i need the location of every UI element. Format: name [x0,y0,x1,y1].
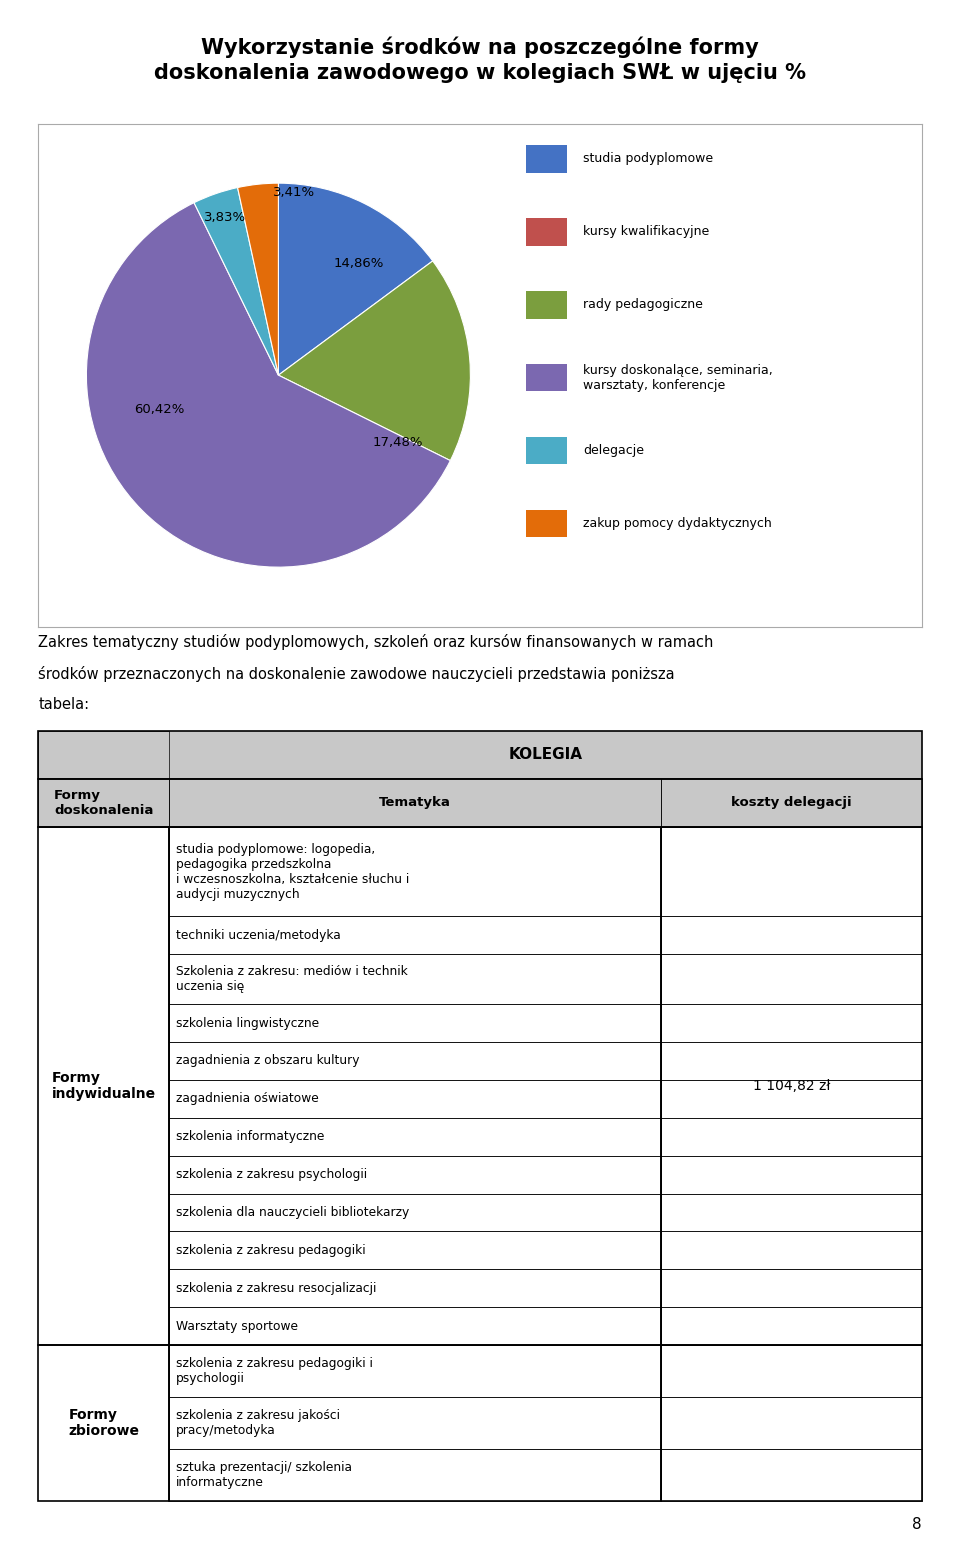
Bar [38,778,169,826]
Bar [38,1344,169,1501]
Bar [169,732,922,778]
Text: KOLEGIA: KOLEGIA [509,747,583,763]
Bar [526,145,566,173]
Wedge shape [237,183,278,376]
Bar [661,916,922,954]
Wedge shape [86,203,450,568]
Text: Formy
doskonalenia: Formy doskonalenia [54,789,154,817]
Bar [169,1307,661,1344]
Bar [169,1080,661,1118]
Bar [526,218,566,246]
Wedge shape [194,187,278,376]
Text: zakup pomocy dydaktycznych: zakup pomocy dydaktycznych [583,517,772,531]
Text: Szkolenia z zakresu: mediów i technik
uczenia się: Szkolenia z zakresu: mediów i technik uc… [177,965,408,993]
Wedge shape [278,261,470,461]
Text: sztuka prezentacji/ szkolenia
informatyczne: sztuka prezentacji/ szkolenia informatyc… [177,1460,352,1488]
Text: zagadnienia z obszaru kultury: zagadnienia z obszaru kultury [177,1055,360,1067]
Bar [169,1397,661,1448]
Wedge shape [278,183,433,376]
Bar [169,1193,661,1231]
Text: 3,83%: 3,83% [204,212,246,224]
Text: rady pedagogiczne: rady pedagogiczne [583,299,703,311]
Text: środków przeznaczonych na doskonalenie zawodowe nauczycieli przedstawia poniższa: środków przeznaczonych na doskonalenie z… [38,665,675,682]
Text: szkolenia z zakresu resocjalizacji: szkolenia z zakresu resocjalizacji [177,1282,376,1295]
Bar [526,436,566,464]
Bar [526,509,566,537]
Text: szkolenia z zakresu psychologii: szkolenia z zakresu psychologii [177,1168,368,1180]
Bar [169,916,661,954]
Bar [661,778,922,826]
Bar [169,1118,661,1156]
Text: 17,48%: 17,48% [372,436,422,449]
Bar [661,826,922,1344]
Bar [661,954,922,1004]
Text: Wykorzystanie środków na poszczególne formy
doskonalenia zawodowego w kolegiach : Wykorzystanie środków na poszczególne fo… [154,37,806,84]
Bar [169,1156,661,1193]
Bar [661,1344,922,1397]
Bar [169,1448,661,1501]
Bar [661,1004,922,1043]
Bar [661,1080,922,1118]
Text: kursy doskonalące, seminaria,
warsztaty, konferencje: kursy doskonalące, seminaria, warsztaty,… [583,364,773,391]
Text: Tematyka: Tematyka [379,797,451,809]
Bar [169,826,661,1344]
Text: Warsztaty sportowe: Warsztaty sportowe [177,1320,299,1332]
Bar [661,1307,922,1344]
Bar [169,1231,661,1269]
Text: 3,41%: 3,41% [273,186,315,200]
Bar [38,732,169,778]
Text: 14,86%: 14,86% [334,257,384,271]
Bar [169,826,661,916]
Text: 8: 8 [912,1516,922,1532]
Text: szkolenia z zakresu jakości
pracy/metodyka: szkolenia z zakresu jakości pracy/metody… [177,1409,340,1437]
Text: szkolenia informatyczne: szkolenia informatyczne [177,1131,324,1143]
Text: szkolenia dla nauczycieli bibliotekarzy: szkolenia dla nauczycieli bibliotekarzy [177,1207,409,1219]
Text: Zakres tematyczny studiów podyplomowych, szkoleń oraz kursów finansowanych w ram: Zakres tematyczny studiów podyplomowych,… [38,634,714,650]
Text: Formy
zbiorowe: Formy zbiorowe [68,1408,139,1437]
Bar [38,826,169,1344]
Text: studia podyplomowe: logopedia,
pedagogika przedszkolna
i wczesnoszkolna, kształc: studia podyplomowe: logopedia, pedagogik… [177,843,409,900]
Bar [169,778,661,826]
Bar [38,778,922,826]
Bar [661,778,922,826]
Bar [661,1397,922,1448]
Text: studia podyplomowe: studia podyplomowe [583,153,713,166]
Bar [661,1156,922,1193]
Bar [661,1269,922,1307]
Bar [661,1193,922,1231]
Text: koszty delegacji: koszty delegacji [731,797,852,809]
Text: szkolenia z zakresu pedagogiki: szkolenia z zakresu pedagogiki [177,1244,366,1256]
Bar [526,291,566,319]
Bar [38,778,169,826]
Text: delegacje: delegacje [583,444,644,456]
Bar [169,778,661,826]
Text: kursy kwalifikacyjne: kursy kwalifikacyjne [583,226,709,238]
Text: 1 104,82 zł: 1 104,82 zł [753,1078,830,1092]
Text: 60,42%: 60,42% [134,404,184,416]
Bar [169,1344,661,1501]
Text: Formy
indywidualne: Formy indywidualne [52,1071,156,1101]
Bar [169,1043,661,1080]
Bar [661,1344,922,1501]
Text: szkolenia lingwistyczne: szkolenia lingwistyczne [177,1016,320,1030]
Bar [661,826,922,916]
Text: techniki uczenia/metodyka: techniki uczenia/metodyka [177,928,341,942]
Bar [661,1231,922,1269]
Bar [38,732,922,778]
Text: zagadnienia oświatowe: zagadnienia oświatowe [177,1092,319,1105]
Text: szkolenia z zakresu pedagogiki i
psychologii: szkolenia z zakresu pedagogiki i psychol… [177,1357,373,1385]
Bar [661,1448,922,1501]
Bar [169,1344,661,1397]
Text: tabela:: tabela: [38,696,89,712]
Bar [661,1043,922,1080]
Bar [169,1269,661,1307]
Bar [526,364,566,391]
Bar [38,732,169,778]
Bar [661,1118,922,1156]
Bar [169,954,661,1004]
Bar [169,1004,661,1043]
